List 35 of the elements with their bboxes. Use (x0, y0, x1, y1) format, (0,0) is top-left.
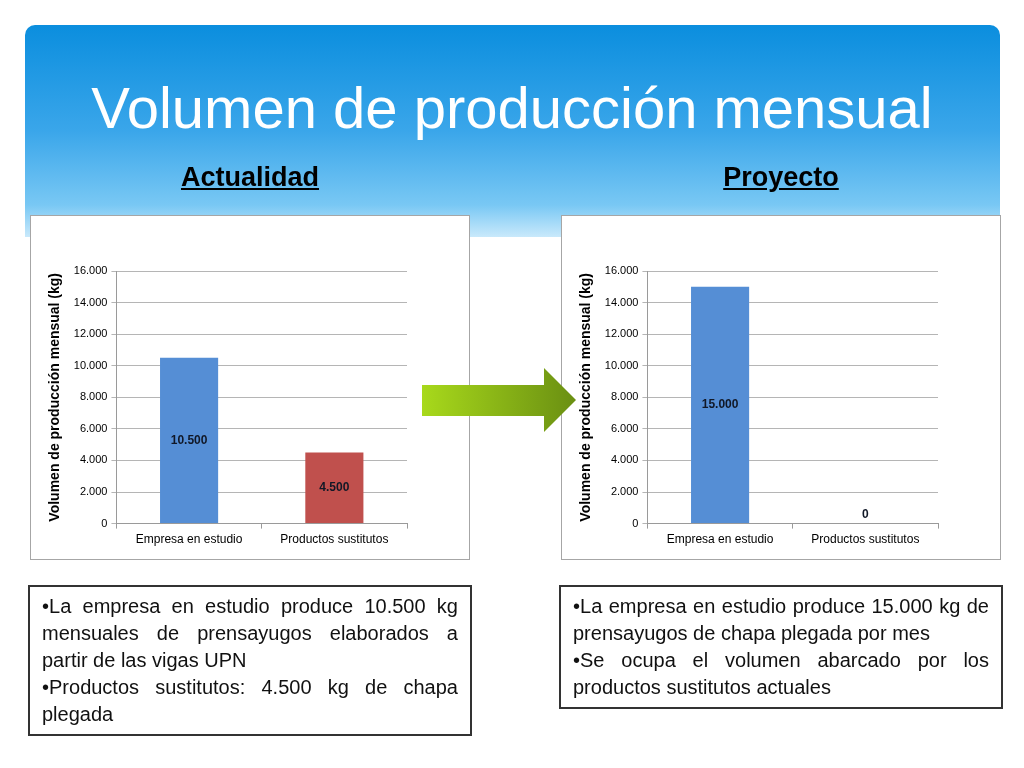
y-tick-label: 0 (101, 516, 108, 529)
y-tick-label: 0 (632, 516, 639, 529)
x-tick-label: Productos sustitutos (280, 532, 389, 547)
chart-subtitle: Proyecto (723, 162, 839, 192)
chart-title: Volumen de producción mensual (90, 74, 934, 142)
y-tick-label: 8.000 (79, 390, 108, 403)
data-label: 15.000 (701, 397, 739, 412)
y-axis-title: Volumen de producción mensual (kg) (46, 272, 63, 522)
data-label: 10.500 (170, 432, 208, 447)
x-tick-label: Empresa en estudio (135, 532, 243, 547)
y-axis-title: Volumen de producción mensual (kg) (577, 272, 594, 522)
text: •La empresa en estudio produce 10.500 kg mensuales de prensayugos elaborados a partir de las vigas UPN (42, 594, 458, 673)
y-tick-label: 16.000 (73, 264, 108, 277)
y-tick-label: 2.000 (79, 485, 108, 498)
y-tick-label: 4.000 (79, 453, 108, 466)
y-tick-label: 4.000 (610, 453, 639, 466)
data-label: 0 (862, 506, 870, 521)
x-tick-label: Empresa en estudio (666, 532, 774, 547)
chart-subtitle: Actualidad (180, 162, 320, 192)
data-label: 4.500 (319, 480, 350, 495)
text: •Productos sustitutos: 4.500 kg de chapa plegada (42, 675, 458, 727)
y-tick-label: 14.000 (604, 295, 639, 308)
y-tick-label: 2.000 (610, 485, 639, 498)
y-tick-label: 8.000 (610, 390, 639, 403)
text: •La empresa en estudio produce 15.000 kg de prensayugos de chapa plegada por mes (573, 594, 989, 646)
x-tick-label: Productos sustitutos (811, 532, 920, 547)
y-tick-label: 16.000 (604, 264, 639, 277)
y-tick-label: 6.000 (610, 421, 639, 434)
y-tick-label: 12.000 (604, 327, 639, 340)
y-tick-label: 12.000 (73, 327, 108, 340)
y-tick-label: 10.000 (604, 358, 639, 371)
y-tick-label: 6.000 (79, 421, 108, 434)
y-tick-label: 14.000 (73, 295, 108, 308)
text: •Se ocupa el volumen abarcado por los productos sustitutos actuales (573, 648, 989, 700)
y-tick-label: 10.000 (73, 358, 108, 371)
